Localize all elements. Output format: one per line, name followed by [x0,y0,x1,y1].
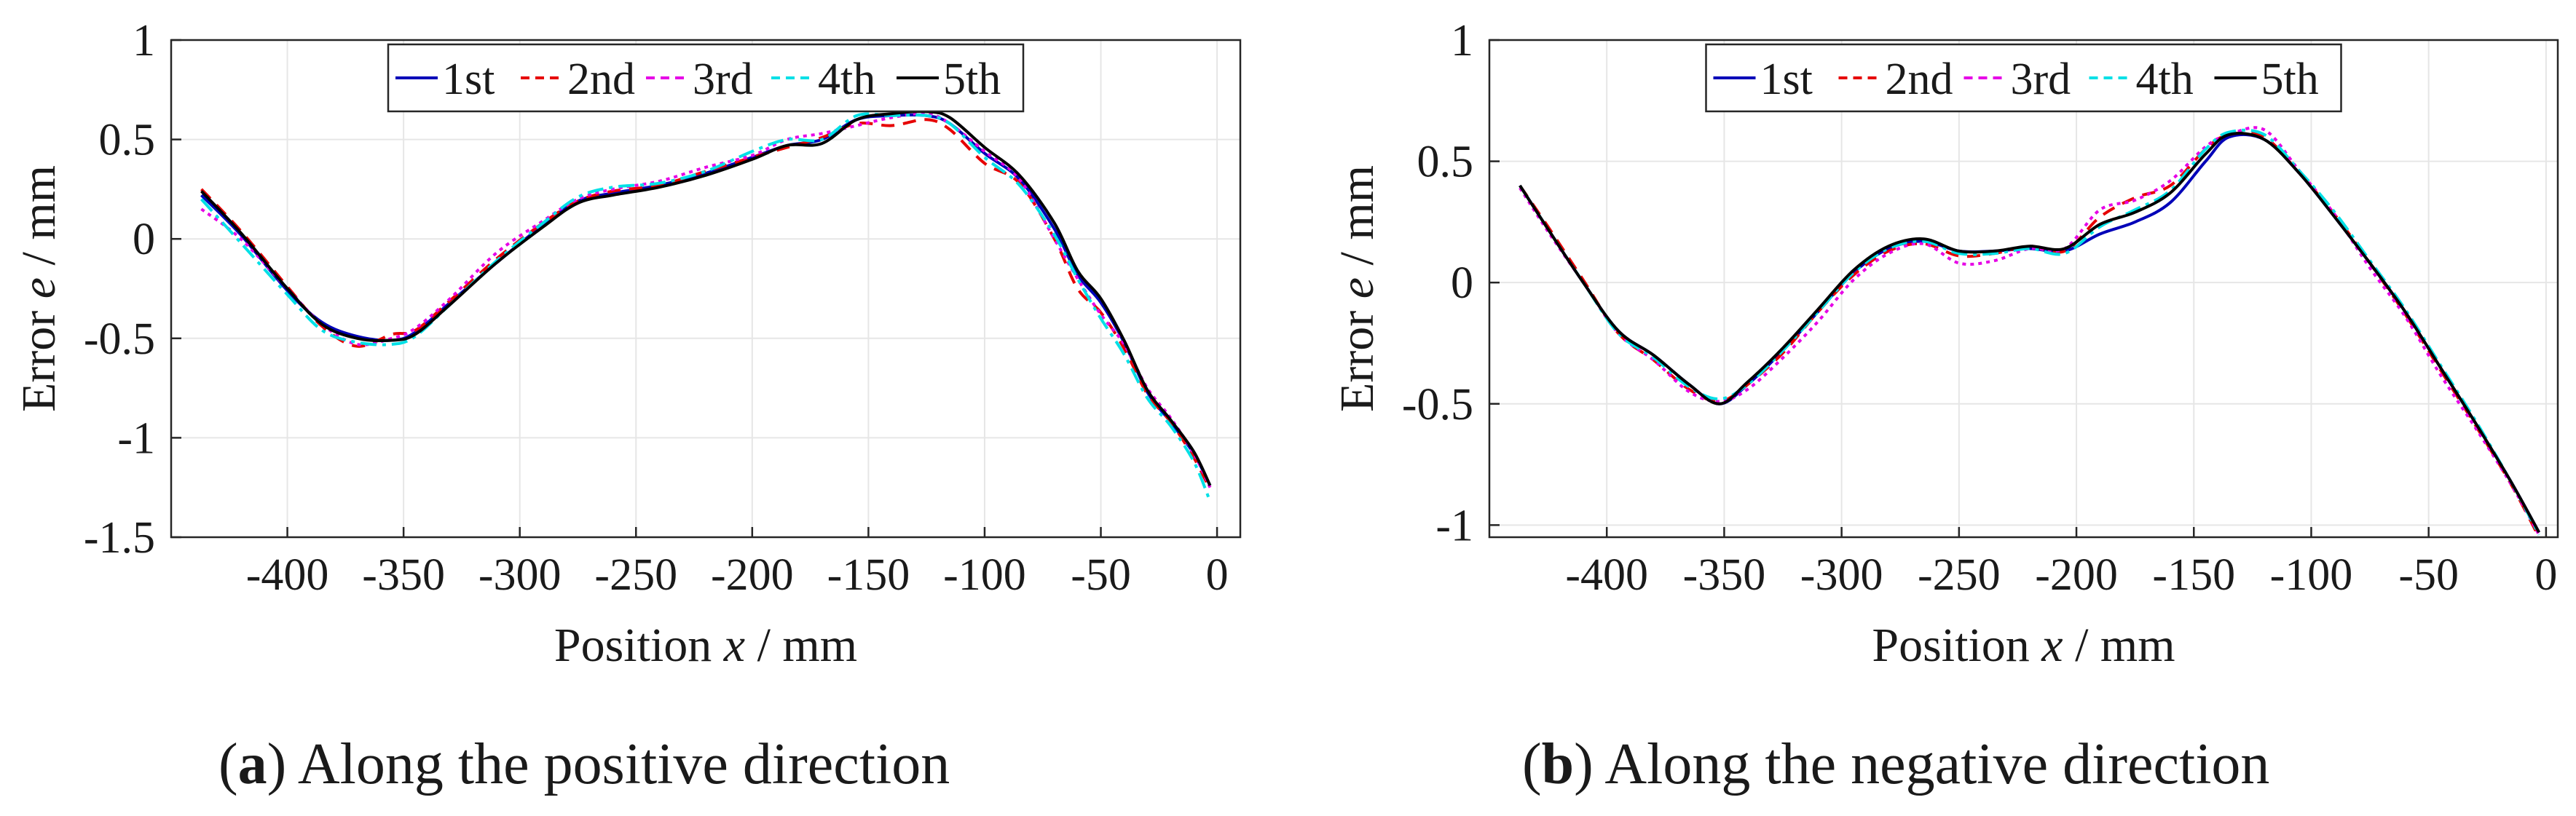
y-axis-label-a: Error e / mm [12,165,66,412]
series-5th-line-a [200,110,1212,486]
x-tick-label-a-0: -400 [246,550,329,600]
y-tick-label-b-2: 0 [1451,258,1473,308]
y-tick-label-a-4: -1 [117,413,155,463]
x-tick-label-a-7: -50 [1071,550,1131,600]
chart-b: -400 -350 -300 -250 -200 -150 -100 -50 0 1 0.5 0 -0.… [1331,16,2559,672]
x-tick-label-a-1: -350 [362,550,445,600]
x-tick-label-a-3: -250 [594,550,677,600]
caption-b-text: Along the negative direction [1604,732,2270,796]
y-tick-label-a-5: -1.5 [84,513,155,563]
x-tick-label-b-3: -250 [1918,550,2001,600]
x-axis-label-a: Position x / mm [554,619,857,672]
x-tick-label-b-4: -200 [2035,550,2118,600]
caption-a-text: Along the positive direction [297,732,950,796]
y-tick-label-a-1: 0.5 [99,116,156,165]
y-tick-label-a-2: 0 [133,215,155,264]
x-tick-label-a-5: -150 [827,550,910,600]
axes-box-a [170,39,1242,539]
legend-label-3rd-b: 3rd [2011,55,2071,104]
series-4th-line-b [1519,128,2540,536]
legend-label-2nd-a: 2nd [567,55,635,104]
caption-b-label: b [1541,732,1575,796]
legend-label-4th-b: 4th [2136,55,2194,104]
plot-area-a [171,40,1240,537]
legend-label-2nd-b: 2nd [1886,55,1953,104]
y-tick-label-b-0: 1 [1451,16,1473,66]
x-tick-label-a-2: -300 [478,550,562,600]
legend-label-5th-a: 5th [943,55,1001,104]
legend-label-3rd-a: 3rd [693,55,753,104]
x-tick-label-b-2: -300 [1800,550,1883,600]
x-tick-label-b-8: 0 [2534,550,2557,600]
caption-a: (a) Along the positive direction [218,732,950,796]
series-3rd-line-b [1519,126,2540,536]
chart-a: -400 -350 -300 -250 -200 -150 -100 -50 0 1 0.5 0 -0.… [12,16,1242,672]
series-5th-line-b [1519,132,2540,534]
x-tick-label-b-7: -50 [2398,550,2459,600]
x-axis-label-b: Position x / mm [1872,619,2175,672]
x-tick-label-b-1: -350 [1683,550,1766,600]
x-tick-label-a-8: 0 [1206,550,1229,600]
legend-label-4th-a: 4th [818,55,875,104]
series-4th-line-a [200,112,1212,502]
y-tick-label-a-0: 1 [133,16,155,66]
x-tick-label-a-4: -200 [711,550,794,600]
y-axis-label-b: Error e / mm [1331,165,1384,412]
x-tick-label-a-6: -100 [943,550,1026,600]
caption-b: (b) Along the negative direction [1522,732,2270,796]
caption-a-label: a [237,732,267,796]
legend-label-1st-b: 1st [1760,55,1813,104]
y-tick-label-b-4: -1 [1435,501,1473,550]
y-tick-label-a-3: -0.5 [84,314,155,364]
y-tick-label-b-1: 0.5 [1417,138,1474,187]
x-tick-label-b-5: -150 [2152,550,2235,600]
legend-label-1st-a: 1st [442,55,495,104]
legend-label-5th-b: 5th [2261,55,2319,104]
axes-box-b [1488,39,2559,539]
plot-area-b [1489,40,2558,537]
x-tick-label-b-0: -400 [1565,550,1648,600]
x-tick-label-b-6: -100 [2270,550,2353,600]
y-tick-label-b-3: -0.5 [1402,380,1473,429]
